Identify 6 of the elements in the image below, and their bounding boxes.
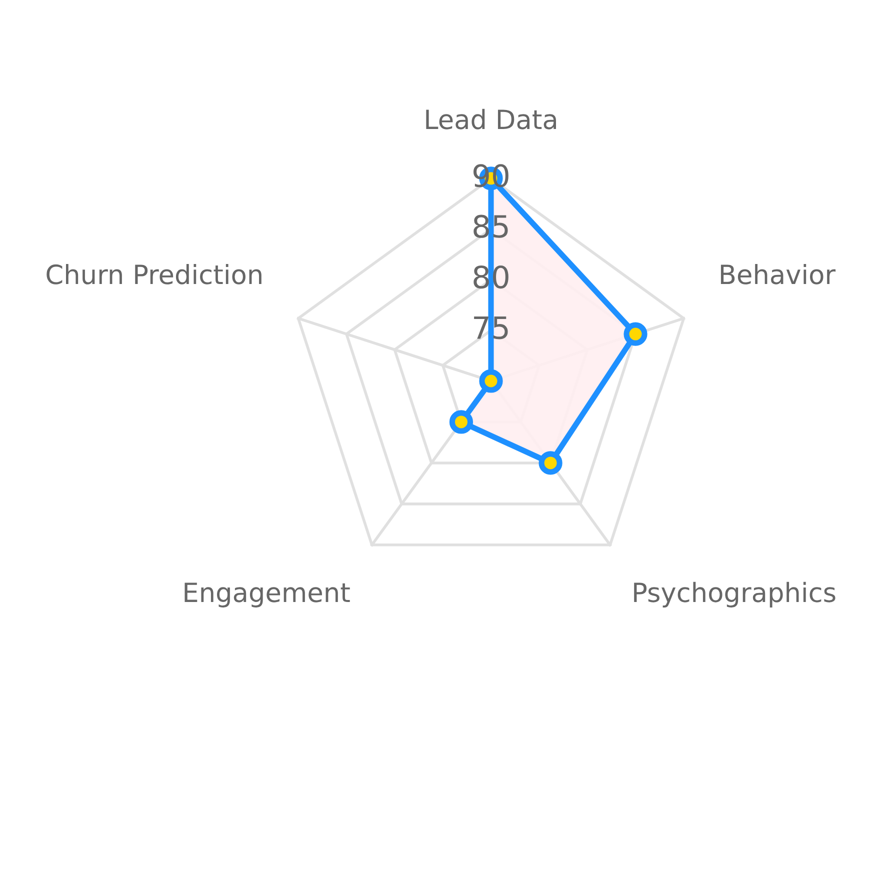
spoke-label: Lead Data [426, 108, 556, 130]
spoke-label: Engagement [184, 582, 350, 608]
y-tick-label: 90 [473, 164, 508, 188]
spoke-label: Behavior [720, 264, 836, 284]
spoke-label: Psychographics [634, 582, 836, 608]
spoke-label: Churn Prediction [46, 264, 262, 284]
